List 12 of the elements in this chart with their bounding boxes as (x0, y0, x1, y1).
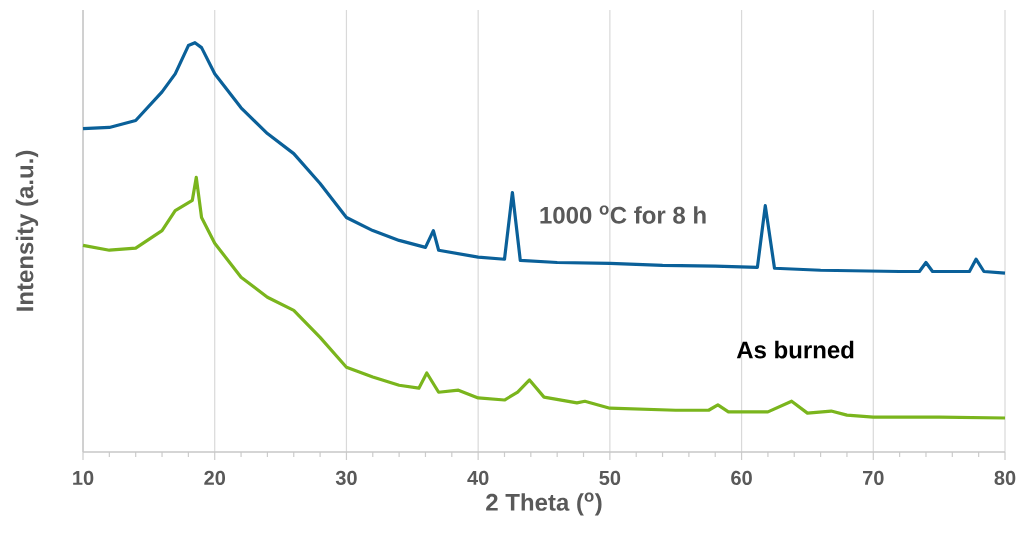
x-tick-label: 40 (467, 470, 489, 486)
x-tick-label: 20 (204, 470, 226, 486)
x-tick-label: 50 (599, 470, 621, 486)
series-label: 1000 $^{o}$C for 8 h (540, 205, 706, 224)
x-tick-label: 70 (863, 470, 884, 486)
x-axis-title: 2 Theta ($^{o}$) (486, 492, 602, 516)
x-tick-label: 60 (731, 470, 752, 486)
x-tick-label: 30 (335, 470, 357, 486)
x-tick-label: 10 (73, 470, 94, 486)
y-axis-title: Intensity (a.u.) (15, 150, 39, 311)
x-tick-label: 80 (994, 470, 1016, 486)
text: As burned (736, 340, 854, 359)
